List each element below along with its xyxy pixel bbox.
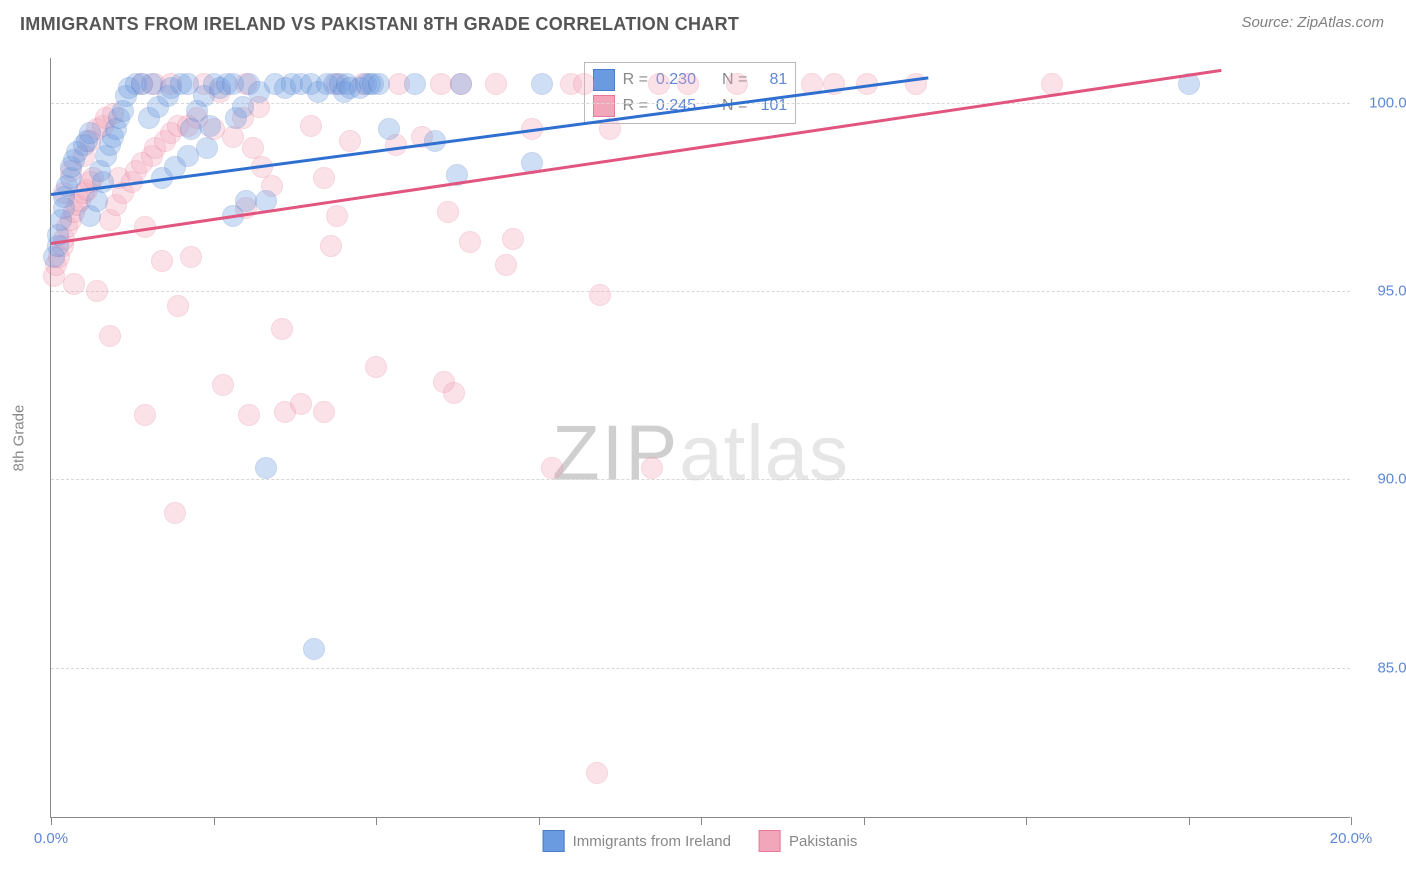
header: IMMIGRANTS FROM IRELAND VS PAKISTANI 8TH… (0, 0, 1406, 48)
data-point-pink (726, 73, 748, 95)
data-point-pink (502, 228, 524, 250)
legend-item-blue: Immigrants from Ireland (543, 830, 731, 852)
data-point-pink (677, 73, 699, 95)
y-tick-label: 90.0% (1360, 471, 1406, 488)
data-point-blue (180, 118, 202, 140)
swatch-pink (593, 95, 615, 117)
data-point-pink (99, 325, 121, 347)
plot-region: ZIPatlas 8th Grade R = 0.230 N = 81 R = … (50, 58, 1350, 818)
x-tick (376, 817, 377, 825)
data-point-blue (404, 73, 426, 95)
data-point-pink (134, 404, 156, 426)
data-point-blue (450, 73, 472, 95)
data-point-pink (238, 404, 260, 426)
x-tick-label: 20.0% (1330, 830, 1373, 847)
data-point-pink (443, 382, 465, 404)
x-tick (864, 817, 865, 825)
data-point-blue (79, 122, 101, 144)
data-point-pink (541, 457, 563, 479)
y-axis-label: 8th Grade (11, 404, 28, 471)
y-tick-label: 95.0% (1360, 283, 1406, 300)
data-point-blue (368, 73, 390, 95)
data-point-pink (271, 318, 293, 340)
data-point-pink (459, 231, 481, 253)
legend: Immigrants from Ireland Pakistanis (543, 830, 858, 852)
watermark-zip: ZIP (552, 408, 679, 496)
data-point-pink (573, 73, 595, 95)
data-point-pink (63, 273, 85, 295)
data-point-pink (339, 130, 361, 152)
source-label: Source: ZipAtlas.com (1241, 14, 1384, 31)
data-point-pink (437, 201, 459, 223)
data-point-blue (196, 137, 218, 159)
r-label: R = (623, 71, 648, 89)
r-label: R = (623, 97, 648, 115)
data-point-pink (641, 457, 663, 479)
data-point-pink (495, 254, 517, 276)
legend-swatch-pink (759, 830, 781, 852)
x-tick (1026, 817, 1027, 825)
data-point-pink (180, 246, 202, 268)
gridline-h (51, 668, 1350, 669)
data-point-blue (199, 115, 221, 137)
data-point-pink (589, 284, 611, 306)
gridline-h (51, 479, 1350, 480)
data-point-pink (222, 126, 244, 148)
x-tick-label: 0.0% (34, 830, 68, 847)
x-tick (1351, 817, 1352, 825)
data-point-pink (167, 295, 189, 317)
data-point-pink (485, 73, 507, 95)
data-point-pink (300, 115, 322, 137)
y-tick-label: 85.0% (1360, 659, 1406, 676)
data-point-pink (313, 401, 335, 423)
legend-label-pink: Pakistanis (789, 833, 857, 850)
data-point-pink (586, 762, 608, 784)
chart-title: IMMIGRANTS FROM IRELAND VS PAKISTANI 8TH… (20, 14, 739, 34)
data-point-pink (290, 393, 312, 415)
swatch-blue (593, 69, 615, 91)
watermark: ZIPatlas (552, 407, 849, 498)
chart-area: ZIPatlas 8th Grade R = 0.230 N = 81 R = … (50, 58, 1350, 818)
n-label: N = (722, 97, 747, 115)
data-point-pink (212, 374, 234, 396)
data-point-blue (255, 457, 277, 479)
data-point-pink (648, 73, 670, 95)
data-point-pink (313, 167, 335, 189)
data-point-blue (378, 118, 400, 140)
data-point-pink (242, 137, 264, 159)
legend-label-blue: Immigrants from Ireland (573, 833, 731, 850)
data-point-pink (164, 502, 186, 524)
x-tick (701, 817, 702, 825)
legend-item-pink: Pakistanis (759, 830, 857, 852)
correlation-row-pink: R = 0.245 N = 101 (593, 93, 788, 119)
data-point-pink (326, 205, 348, 227)
n-value-blue: 81 (755, 71, 787, 89)
gridline-h (51, 291, 1350, 292)
x-tick (214, 817, 215, 825)
y-tick-label: 100.0% (1360, 95, 1406, 112)
data-point-pink (365, 356, 387, 378)
data-point-blue (531, 73, 553, 95)
data-point-blue (86, 190, 108, 212)
watermark-atlas: atlas (679, 408, 849, 496)
legend-swatch-blue (543, 830, 565, 852)
x-tick (1189, 817, 1190, 825)
data-point-pink (86, 280, 108, 302)
data-point-blue (303, 638, 325, 660)
x-tick (539, 817, 540, 825)
data-point-pink (151, 250, 173, 272)
x-tick (51, 817, 52, 825)
data-point-pink (320, 235, 342, 257)
